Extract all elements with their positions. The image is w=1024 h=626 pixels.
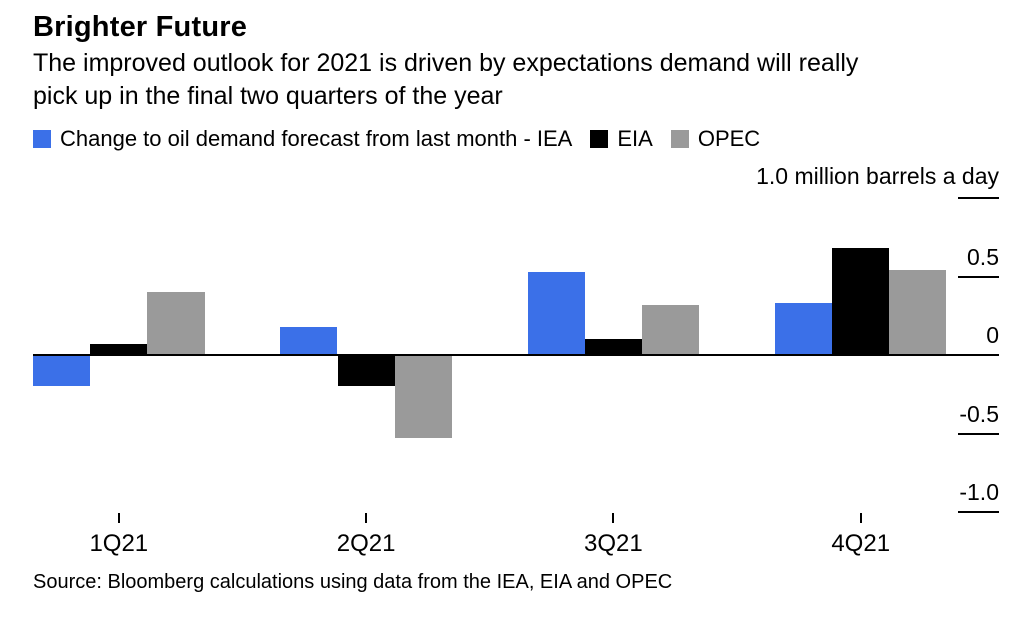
legend-swatch-icon — [33, 130, 51, 148]
bar-eia-2q21 — [337, 355, 395, 387]
y-axis-tick — [958, 432, 999, 435]
y-axis-tick — [958, 197, 999, 199]
x-axis-line — [33, 354, 999, 356]
bar-iea-4q21 — [774, 303, 833, 355]
y-axis-tick — [958, 275, 999, 278]
bar-opec-2q21 — [394, 355, 452, 439]
bar-opec-1q21 — [147, 292, 205, 355]
legend-label: OPEC — [697, 126, 761, 151]
y-axis-label: -1.0 — [959, 479, 999, 505]
chart-title: Brighter Future — [33, 11, 248, 43]
bar-opec-4q21 — [889, 270, 947, 355]
y-axis-label: 0.5 — [967, 243, 999, 270]
x-axis-label: 1Q21 — [89, 530, 149, 557]
legend-item-eia: EIA — [590, 126, 653, 152]
bar-eia-4q21 — [832, 248, 890, 355]
y-axis-label: 0 — [986, 322, 999, 348]
bar-eia-3q21 — [584, 339, 642, 355]
bar-iea-1q21 — [33, 355, 91, 387]
chart-legend: Change to oil demand forecast from last … — [33, 126, 778, 152]
axis-unit-label: 1.0 million barrels a day — [756, 163, 999, 189]
legend-item-opec: OPEC — [670, 126, 761, 152]
x-axis-tick — [612, 513, 615, 523]
legend-label: EIA — [617, 126, 653, 151]
chart-subtitle-line-1: The improved outlook for 2021 is driven … — [33, 49, 859, 77]
x-axis-label: 3Q21 — [584, 530, 643, 557]
x-axis-tick — [117, 513, 120, 523]
bar-iea-2q21 — [280, 326, 338, 355]
x-axis-tick — [859, 513, 862, 523]
legend-label: Change to oil demand forecast from last … — [60, 126, 573, 151]
y-axis-tick — [958, 511, 999, 513]
source-note: Source: Bloomberg calculations using dat… — [33, 571, 673, 593]
x-axis-label: 4Q21 — [831, 530, 891, 557]
legend-item-iea: Change to oil demand forecast from last … — [33, 126, 572, 152]
legend-swatch-icon — [670, 130, 689, 148]
x-axis-label: 2Q21 — [336, 530, 396, 557]
bar-eia-1q21 — [90, 344, 148, 355]
bar-iea-3q21 — [527, 271, 585, 355]
legend-swatch-icon — [590, 130, 609, 148]
y-axis-label: -0.5 — [959, 400, 999, 427]
chart-subtitle-line-2: pick up in the final two quarters of the… — [33, 82, 503, 110]
x-axis-tick — [365, 513, 368, 523]
bar-opec-3q21 — [642, 304, 700, 355]
